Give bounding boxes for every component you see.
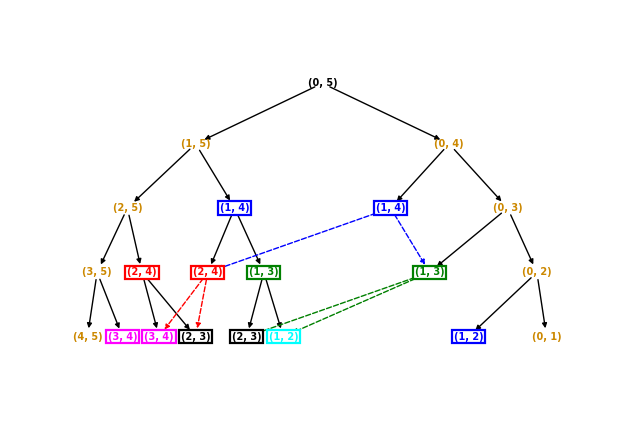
Text: (0, 3): (0, 3) xyxy=(493,203,523,213)
Text: (3, 4): (3, 4) xyxy=(108,332,137,342)
Text: (1, 3): (1, 3) xyxy=(415,267,445,278)
Text: (3, 4): (3, 4) xyxy=(144,332,174,342)
Text: (2, 4): (2, 4) xyxy=(193,267,223,278)
Text: (3, 5): (3, 5) xyxy=(82,267,112,278)
Text: (2, 3): (2, 3) xyxy=(181,332,211,342)
Text: (0, 4): (0, 4) xyxy=(434,139,464,149)
Text: (1, 2): (1, 2) xyxy=(269,332,298,342)
Text: (1, 4): (1, 4) xyxy=(376,203,406,213)
Text: (0, 1): (0, 1) xyxy=(532,332,562,342)
Text: (2, 4): (2, 4) xyxy=(127,267,157,278)
Text: (1, 2): (1, 2) xyxy=(454,332,484,342)
Text: (4, 5): (4, 5) xyxy=(72,332,102,342)
Text: (2, 5): (2, 5) xyxy=(113,203,142,213)
Text: (1, 3): (1, 3) xyxy=(249,267,279,278)
Text: (2, 3): (2, 3) xyxy=(232,332,262,342)
Text: (1, 5): (1, 5) xyxy=(181,139,211,149)
Text: (0, 2): (0, 2) xyxy=(522,267,552,278)
Text: (1, 4): (1, 4) xyxy=(220,203,250,213)
Text: (0, 5): (0, 5) xyxy=(308,78,337,88)
